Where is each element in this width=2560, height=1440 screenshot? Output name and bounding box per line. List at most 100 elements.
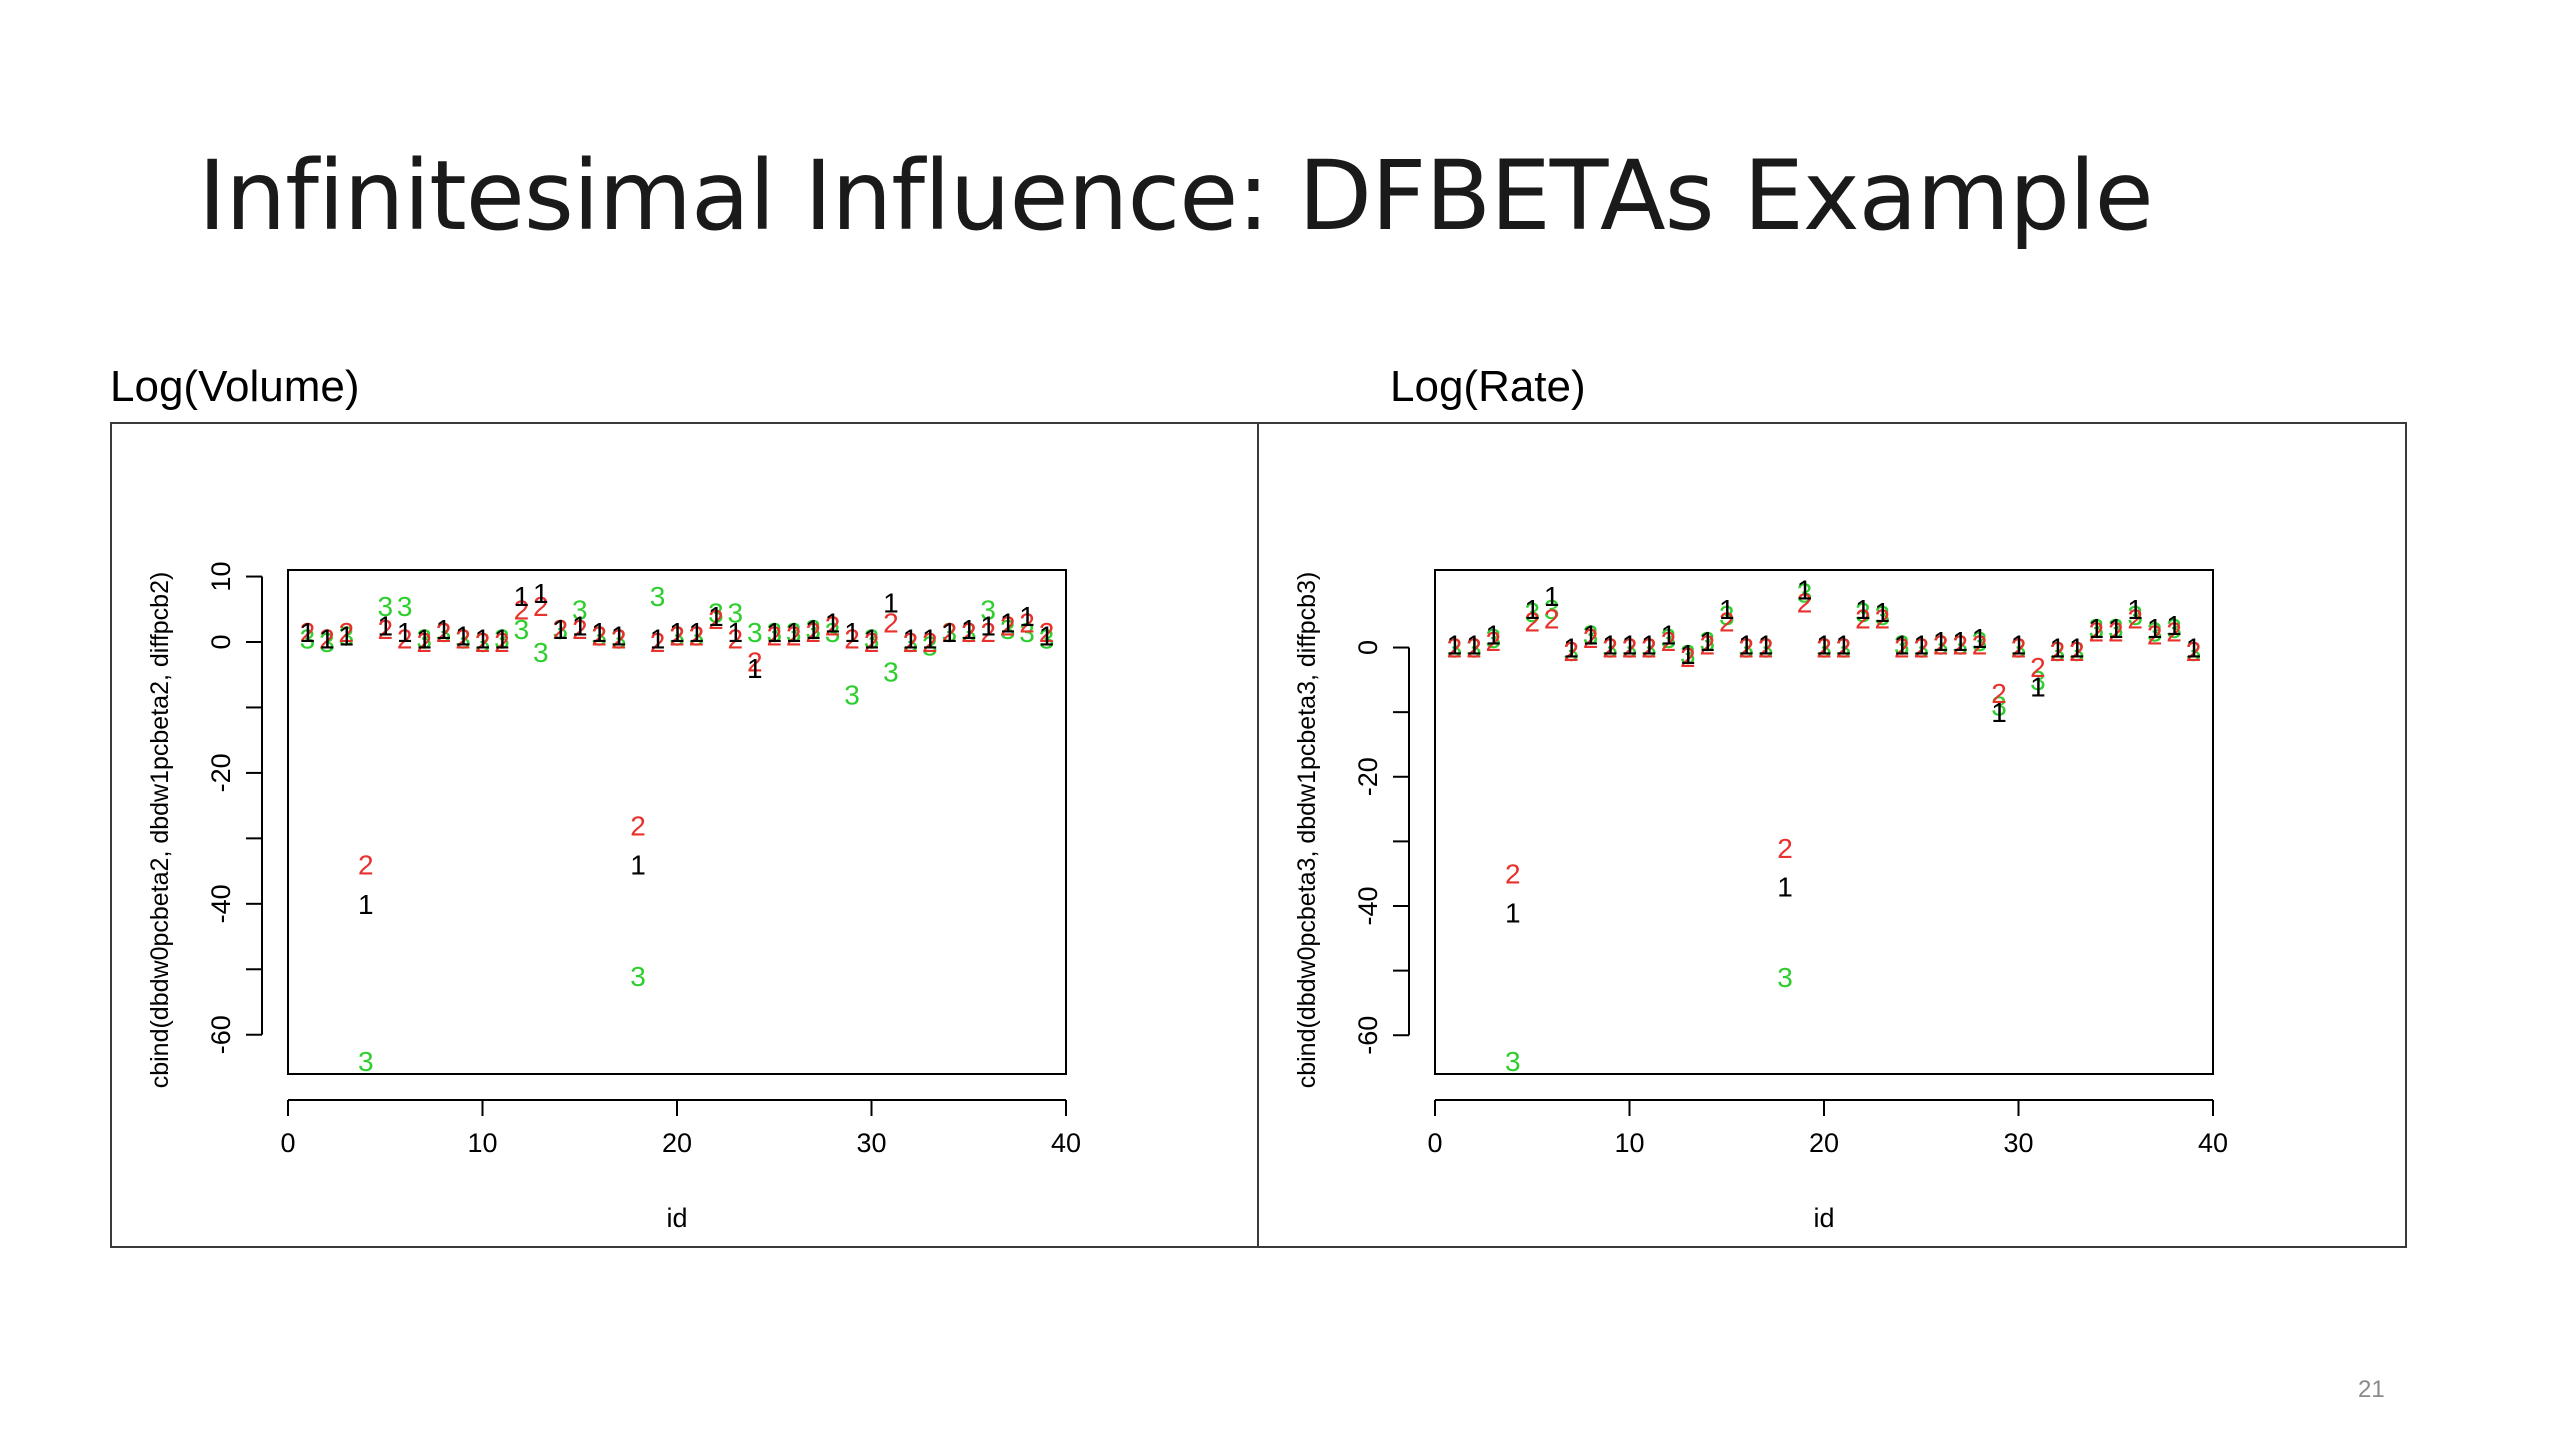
point-series-3-id-21: 3 bbox=[689, 620, 705, 651]
point-series-1-id-21: 1 bbox=[689, 617, 705, 648]
point-series-3-id-19: 3 bbox=[650, 581, 666, 612]
point-series-2-id-29: 2 bbox=[1991, 678, 2007, 709]
x-tick-label: 30 bbox=[2003, 1128, 2033, 1158]
point-series-3-id-18: 3 bbox=[1777, 962, 1793, 993]
point-series-1-id-30: 1 bbox=[2011, 629, 2027, 660]
point-series-2-id-6: 2 bbox=[1544, 603, 1560, 634]
point-series-1-id-16: 1 bbox=[1738, 629, 1754, 660]
point-series-1-id-13: 1 bbox=[1680, 639, 1696, 670]
point-series-1-id-22: 1 bbox=[1855, 594, 1871, 625]
point-series-1-id-39: 1 bbox=[1039, 620, 1055, 651]
point-series-3-id-21: 3 bbox=[1836, 633, 1852, 664]
point-series-2-id-7: 2 bbox=[1563, 636, 1579, 667]
point-series-1-id-10: 1 bbox=[1622, 629, 1638, 660]
point-series-2-id-1: 2 bbox=[1447, 633, 1463, 664]
point-series-3-id-25: 3 bbox=[766, 617, 782, 648]
scatter-plot-log-rate: 0 -20 -40 -60 0 10 20 30 40 id cbind(dbdw0pcbeta3,… bbox=[1293, 569, 2228, 1233]
point-series-3-id-11: 3 bbox=[494, 624, 510, 655]
point-series-3-id-24: 3 bbox=[1894, 629, 1910, 660]
point-series-2-id-3: 2 bbox=[339, 617, 355, 648]
point-series-1-id-20: 1 bbox=[669, 617, 685, 648]
point-series-2-id-25: 2 bbox=[1913, 633, 1929, 664]
y-tick-label: 0 bbox=[1353, 640, 1383, 655]
point-series-1-id-14: 1 bbox=[553, 614, 569, 645]
point-series-2-id-1: 2 bbox=[300, 617, 316, 648]
point-series-2-id-27: 2 bbox=[1952, 629, 1968, 660]
point-series-1-id-14: 1 bbox=[1700, 626, 1716, 657]
point-series-1-id-8: 1 bbox=[1583, 620, 1599, 651]
point-series-3-id-17: 3 bbox=[611, 624, 627, 655]
plot-frame-log-volume: 10 0 -20 -40 -60 0 10 20 30 40 id cbind(dbdw0pcbeta… bbox=[110, 422, 1259, 1248]
scatter-plot-log-volume: 10 0 -20 -40 -60 0 10 20 30 40 id cbind(dbdw0pcbeta… bbox=[146, 562, 1081, 1233]
point-series-3-id-12: 3 bbox=[514, 614, 530, 645]
point-series-1-id-2: 1 bbox=[1466, 629, 1482, 660]
point-series-3-id-4: 3 bbox=[358, 1046, 374, 1077]
point-series-3-id-38: 3 bbox=[2166, 613, 2182, 644]
point-series-2-id-2: 2 bbox=[319, 624, 335, 655]
plot-box bbox=[287, 569, 1067, 1075]
point-series-2-id-36: 2 bbox=[2127, 603, 2143, 634]
point-series-2-id-10: 2 bbox=[1622, 633, 1638, 664]
point-series-2-id-19: 2 bbox=[650, 627, 666, 658]
point-series-2-id-28: 2 bbox=[1972, 629, 1988, 660]
point-series-3-id-36: 3 bbox=[2127, 600, 2143, 631]
point-series-1-id-33: 1 bbox=[2069, 633, 2085, 664]
point-series-3-id-30: 3 bbox=[864, 624, 880, 655]
point-series-1-id-27: 1 bbox=[805, 614, 821, 645]
point-series-1-id-37: 1 bbox=[1000, 607, 1016, 638]
y-tick-label: -20 bbox=[1353, 757, 1383, 796]
point-series-3-id-34: 3 bbox=[942, 617, 958, 648]
point-series-3-id-5: 3 bbox=[377, 591, 393, 622]
point-series-2-id-22: 2 bbox=[708, 604, 724, 635]
point-series-3-id-16: 3 bbox=[1738, 633, 1754, 664]
x-axis-label: id bbox=[1813, 1203, 1834, 1233]
point-series-2-id-14: 2 bbox=[553, 614, 569, 645]
point-series-2-id-23: 2 bbox=[1875, 603, 1891, 634]
point-series-2-id-15: 2 bbox=[1719, 607, 1735, 638]
point-series-2-id-17: 2 bbox=[1758, 633, 1774, 664]
point-series-1-id-32: 1 bbox=[903, 624, 919, 655]
point-series-1-id-35: 1 bbox=[2108, 613, 2124, 644]
point-series-1-id-3: 1 bbox=[1486, 620, 1502, 651]
point-series-1-id-39: 1 bbox=[2186, 633, 2202, 664]
point-series-1-id-21: 1 bbox=[1836, 629, 1852, 660]
point-series-2-id-7: 2 bbox=[416, 627, 432, 658]
point-series-1-id-24: 1 bbox=[1894, 629, 1910, 660]
point-series-2-id-8: 2 bbox=[436, 617, 452, 648]
point-series-2-id-21: 2 bbox=[1836, 633, 1852, 664]
y-tick-label: -60 bbox=[1353, 1016, 1383, 1055]
point-series-3-id-33: 3 bbox=[922, 630, 938, 661]
point-series-2-id-19: 2 bbox=[1797, 587, 1813, 618]
point-series-1-id-33: 1 bbox=[922, 624, 938, 655]
point-series-1-id-34: 1 bbox=[2089, 613, 2105, 644]
x-tick-label: 40 bbox=[1051, 1128, 1081, 1158]
point-series-3-id-8: 3 bbox=[1583, 620, 1599, 651]
point-series-2-id-3: 2 bbox=[1486, 626, 1502, 657]
point-series-1-id-17: 1 bbox=[611, 620, 627, 651]
point-series-2-id-30: 2 bbox=[2011, 633, 2027, 664]
point-series-3-id-5: 3 bbox=[1524, 597, 1540, 628]
point-series-2-id-21: 2 bbox=[689, 620, 705, 651]
point-series-3-id-25: 3 bbox=[1913, 633, 1929, 664]
point-series-1-id-28: 1 bbox=[825, 607, 841, 638]
point-series-1-id-9: 1 bbox=[1602, 629, 1618, 660]
point-series-1-id-23: 1 bbox=[728, 617, 744, 648]
point-series-2-id-31: 2 bbox=[2030, 652, 2046, 683]
y-tick-label: -60 bbox=[206, 1015, 236, 1054]
point-series-3-id-14: 3 bbox=[1700, 626, 1716, 657]
point-series-1-id-11: 1 bbox=[1641, 629, 1657, 660]
point-series-3-id-32: 3 bbox=[903, 627, 919, 658]
point-series-2-id-11: 2 bbox=[1641, 633, 1657, 664]
point-series-3-id-6: 3 bbox=[397, 591, 413, 622]
x-tick-label: 20 bbox=[1809, 1128, 1839, 1158]
point-series-2-id-25: 2 bbox=[766, 620, 782, 651]
point-series-2-id-27: 2 bbox=[805, 617, 821, 648]
y-axis-label: cbind(dbdw0pcbeta2, dbdw1pcbeta2, diffpc… bbox=[146, 572, 174, 1089]
point-series-3-id-19: 3 bbox=[1797, 578, 1813, 609]
point-series-1-id-31: 1 bbox=[2030, 671, 2046, 702]
point-series-2-id-12: 2 bbox=[514, 594, 530, 625]
point-series-3-id-35: 3 bbox=[2108, 613, 2124, 644]
point-series-2-id-34: 2 bbox=[942, 617, 958, 648]
point-series-3-id-28: 3 bbox=[825, 617, 841, 648]
